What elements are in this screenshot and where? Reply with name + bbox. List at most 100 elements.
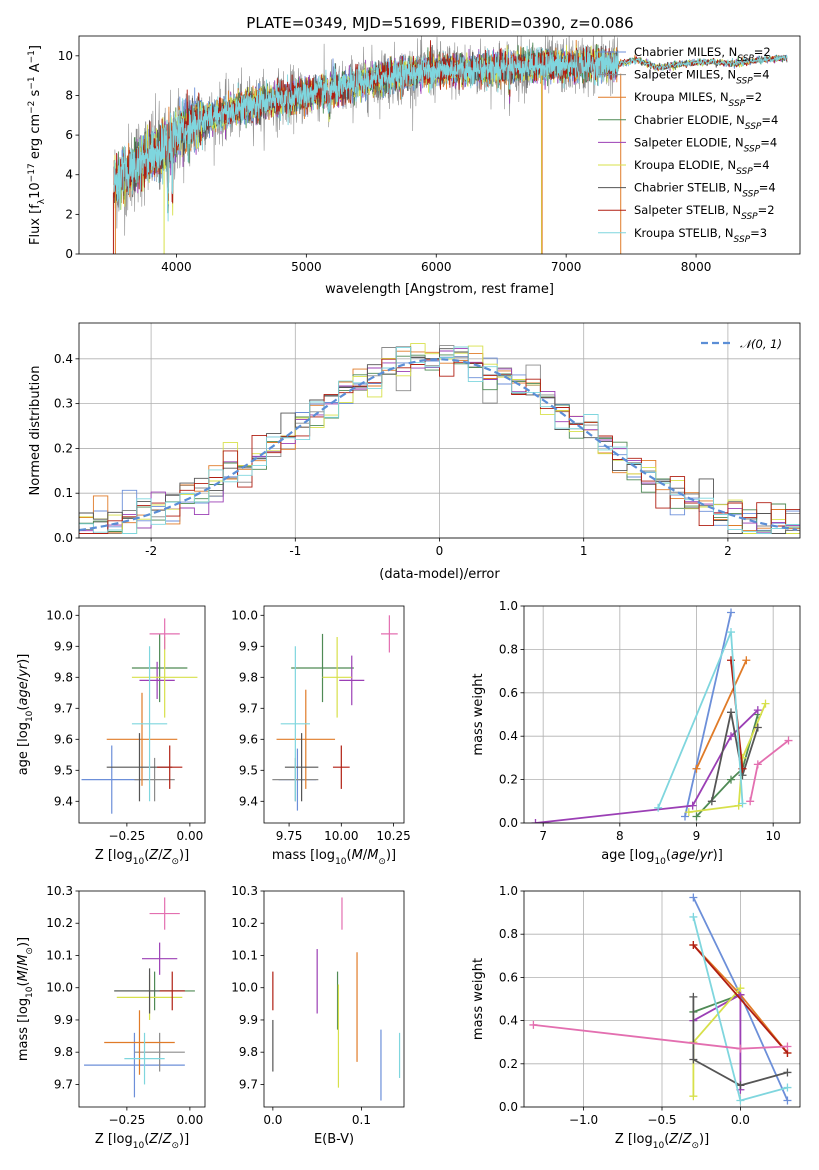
y-tick-label: 10.1	[46, 948, 73, 962]
plot-area	[272, 615, 398, 811]
data-point	[81, 745, 142, 814]
label-part: SSP	[736, 77, 753, 87]
label-part: SSP	[736, 167, 753, 177]
mass-weight-line	[692, 996, 788, 1087]
y-tick-label: 0.4	[499, 1014, 518, 1028]
y-tick-label: 9.7	[239, 1077, 258, 1091]
point-marker	[736, 1044, 745, 1053]
data-point	[124, 1032, 165, 1085]
y-tick-label: 10.3	[231, 884, 258, 898]
label-part: yr	[16, 662, 31, 678]
point-marker	[783, 1096, 792, 1105]
point-marker	[727, 775, 735, 784]
residual-histogram-panel: -2 -1 0 1 2 0.0 0.1 0.2 0.3 0.4 (data-model)/error…	[28, 322, 801, 582]
y-tick-label: 9.9	[54, 639, 73, 653]
data-point	[142, 942, 178, 975]
x-tick-label: 4000	[161, 260, 192, 274]
point-marker	[689, 941, 698, 949]
y-tick-label: 9.6	[54, 732, 73, 746]
point-marker	[783, 1068, 792, 1077]
label-part: (	[16, 706, 31, 711]
x-axis-label: Z [log10(Z/Z⊙)]	[615, 1132, 709, 1151]
x-tick-label: 7	[539, 829, 547, 843]
data-point	[131, 637, 198, 718]
axes-frame	[78, 605, 206, 824]
point-marker	[529, 1020, 538, 1029]
mass-weight-line	[535, 709, 759, 823]
label-part: =4	[759, 181, 776, 195]
y-tick-label: 1.0	[499, 884, 518, 898]
y-tick-label: 0.8	[499, 927, 518, 941]
point-marker	[689, 893, 698, 902]
label-part: Z	[668, 1132, 679, 1147]
label-part: /	[16, 965, 31, 970]
label-part: =4	[761, 113, 778, 127]
age-vs-metallicity-panel: −0.25 0.009.49.59.69.79.89.910.0Z [log10(…	[16, 605, 206, 867]
label-part: E(B-V)	[314, 1132, 354, 1147]
x-tick-label: 0.00	[177, 829, 204, 843]
label-part: 10	[25, 710, 35, 722]
label-part: λ	[37, 198, 47, 204]
point-marker	[727, 732, 735, 741]
y-tick-label: 9.5	[239, 763, 258, 777]
label-part: age [log	[601, 848, 654, 863]
x-axis-label: age [log10(age/yr)]	[601, 848, 723, 867]
mass-vs-metallicity-panel: −0.25 0.00 9.7 9.8 9.9 10.0 10.1 10.2 10.3 Z [log…	[16, 884, 206, 1151]
data-point	[381, 615, 398, 653]
y-tick-label: 9.5	[54, 763, 73, 777]
y-tick-label: 10.0	[231, 981, 258, 995]
x-tick-label: 5000	[291, 260, 322, 274]
x-axis-label: Z [log10(Z/Z⊙)]	[95, 848, 189, 867]
y-tick-label: 9.4	[239, 794, 258, 808]
point-marker	[727, 708, 735, 717]
label-part: (	[144, 848, 149, 863]
label-part: /	[16, 676, 31, 681]
mass-weight-vs-metallicity-panel: −1.0 −0.5 0.00.00.20.40.60.81.0Z [log10(Z/…	[471, 884, 801, 1151]
data-point	[276, 689, 336, 789]
label-part: ⊙	[171, 857, 179, 867]
point-marker	[692, 764, 701, 773]
y-tick-label: 9.8	[239, 1045, 258, 1059]
data-point	[149, 897, 180, 930]
label-part: A	[28, 63, 43, 76]
y-tick-label: 9.9	[239, 1013, 258, 1027]
x-axis-label: mass [log10(M/M⊙)]	[272, 848, 396, 867]
y-tick-label: 0	[65, 247, 73, 261]
mass-weight-line	[710, 712, 759, 802]
label-part: erg cm	[28, 114, 43, 163]
label-part: ⊙	[691, 1141, 699, 1151]
label-part: )]	[699, 1132, 709, 1147]
label-part: Chabrier STELIB, N	[634, 181, 742, 195]
label-part: Kroupa ELODIE, N	[634, 158, 736, 172]
label-part: )]	[16, 937, 31, 947]
point-marker	[738, 799, 747, 808]
point-marker	[783, 1042, 792, 1051]
axes-frame	[263, 890, 405, 1108]
label-part: Kroupa STELIB, N	[634, 226, 734, 240]
x-tick-label: 2	[724, 544, 732, 558]
label-part: SSP	[745, 122, 762, 132]
label-part: age	[16, 681, 31, 705]
y-tick-label: 2	[65, 207, 73, 221]
data-point	[134, 757, 175, 802]
axes-frame	[523, 605, 801, 824]
label-part: =2	[745, 90, 762, 104]
label-part: SSP	[737, 54, 754, 64]
label-part: s	[28, 89, 43, 100]
data-point	[106, 692, 178, 786]
y-tick-label: 9.6	[239, 732, 258, 746]
label-part: /	[695, 848, 700, 863]
point-marker	[681, 812, 689, 821]
data-point	[131, 646, 168, 802]
y-tick-label: 0.2	[499, 1057, 518, 1071]
data-point	[159, 971, 185, 1011]
y-tick-label: 9.7	[239, 701, 258, 715]
y-tick-label: 9.9	[54, 1013, 73, 1027]
y-tick-label: 10.2	[46, 916, 73, 930]
label-part: M	[16, 955, 31, 966]
data-point	[139, 661, 175, 699]
y-tick-label: 9.7	[54, 701, 73, 715]
point-marker	[736, 1096, 745, 1105]
